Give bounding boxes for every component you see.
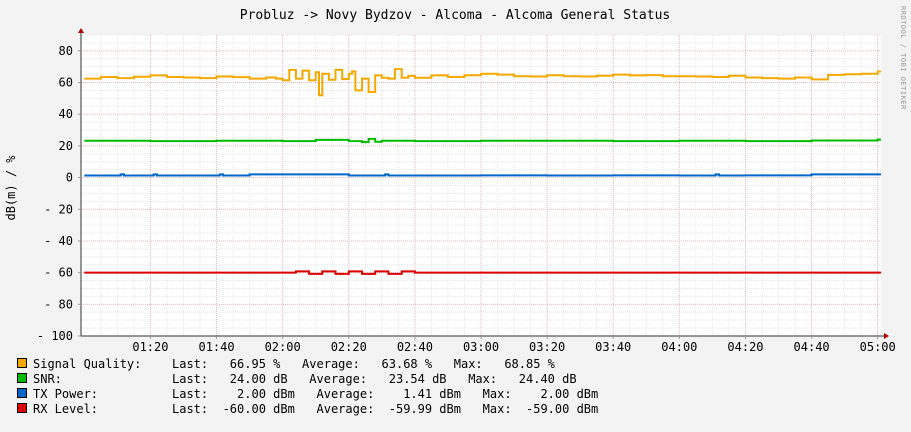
x-tick-label: 04:00 <box>661 340 697 354</box>
x-tick-label: 01:20 <box>132 340 168 354</box>
x-tick-labels: 01:20 01:40 02:00 02:20 02:40 03:00 03:20 03:40… <box>132 336 896 354</box>
x-tick-label: 03:20 <box>529 340 565 354</box>
y-tick-label: 40 <box>59 107 73 121</box>
x-axis-arrow <box>884 333 889 339</box>
legend-series-name: SNR: <box>33 372 62 386</box>
legend-series-stats: Last: -60.00 dBm Average: -59.99 dBm Max… <box>172 402 598 416</box>
legend-series-stats: Last: 2.00 dBm Average: 1.41 dBm Max: 2.… <box>172 387 598 401</box>
y-axis-arrow <box>78 28 84 33</box>
y-tick-label: 60 <box>59 76 73 90</box>
x-tick-label: 03:40 <box>595 340 631 354</box>
y-tick-label: - 80 <box>44 297 73 311</box>
x-tick-label: 05:00 <box>860 340 896 354</box>
series-line-2 <box>84 173 881 177</box>
x-tick-label: 02:00 <box>265 340 301 354</box>
series-layer <box>84 68 881 275</box>
y-tick-label: 80 <box>59 44 73 58</box>
y-axis-label: dB(m) / % <box>4 155 18 221</box>
axes <box>78 28 889 339</box>
legend-series-stats: Last: 66.95 % Average: 63.68 % Max: 68.8… <box>172 357 556 371</box>
y-tick-labels: 80 60 40 20 0 - 20 - 40 - 60 - 80 - 100 <box>37 44 81 343</box>
legend-series-stats: Last: 24.00 dB Average: 23.54 dB Max: 24… <box>172 372 577 386</box>
y-tick-label: - 100 <box>37 329 73 343</box>
series-line-1 <box>84 137 881 144</box>
x-tick-label: 01:40 <box>198 340 234 354</box>
legend-swatch <box>17 358 27 368</box>
y-tick-label: 0 <box>66 171 73 185</box>
legend-series-name: RX Level: <box>33 402 98 416</box>
x-tick-label: 02:20 <box>331 340 367 354</box>
legend-series-name: TX Power: <box>33 387 98 401</box>
chart-title: Probluz -> Novy Bydzov - Alcoma - Alcoma… <box>240 8 670 23</box>
legend: Signal Quality: Last: 66.95 % Average: 63… <box>17 357 598 416</box>
x-tick-label: 02:40 <box>397 340 433 354</box>
x-tick-label: 04:20 <box>727 340 763 354</box>
y-tick-label: - 40 <box>44 234 73 248</box>
legend-series-name: Signal Quality: <box>33 357 141 371</box>
rrdtool-watermark: RRDTOOL / TOBI OETIKER <box>899 6 907 110</box>
legend-swatch <box>17 388 27 398</box>
legend-swatch <box>17 403 27 413</box>
x-tick-label: 04:40 <box>794 340 830 354</box>
x-tick-label: 03:00 <box>463 340 499 354</box>
series-line-3 <box>84 270 881 275</box>
y-tick-label: - 20 <box>44 202 73 216</box>
series-line-0 <box>84 68 881 97</box>
y-tick-label: 20 <box>59 139 73 153</box>
legend-swatch <box>17 373 27 383</box>
y-tick-label: - 60 <box>44 266 73 280</box>
